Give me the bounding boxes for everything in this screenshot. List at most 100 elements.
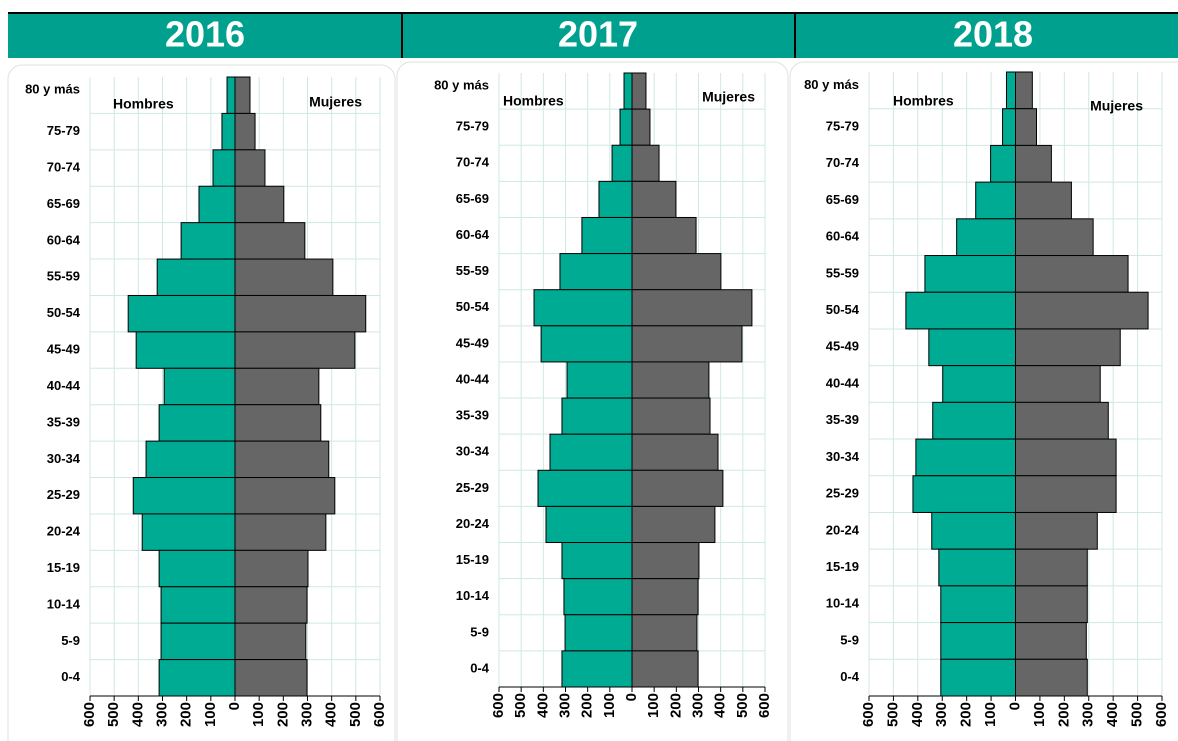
- y-tick-label: 35-39: [456, 408, 489, 423]
- y-tick-label: 35-39: [47, 414, 80, 429]
- y-tick-label: 80 y más: [434, 77, 489, 92]
- bar: [145, 440, 236, 479]
- bar: [931, 511, 1017, 550]
- bar: [234, 294, 367, 333]
- bar: [566, 361, 633, 399]
- bar: [631, 361, 710, 399]
- x-tick-label: 200: [178, 702, 195, 727]
- bar: [564, 614, 633, 652]
- x-tick-label: 500: [512, 693, 529, 718]
- y-tick-label: 80 y más: [804, 77, 859, 92]
- bar: [905, 291, 1016, 330]
- y-tick-label: 60-64: [826, 229, 860, 244]
- bar: [1015, 181, 1072, 220]
- x-tick-label: 200: [579, 693, 596, 718]
- x-tick-label: 400: [534, 693, 551, 718]
- x-tick-label: 100: [202, 702, 219, 727]
- bar: [561, 397, 633, 435]
- bar: [234, 404, 322, 442]
- bar: [234, 367, 320, 406]
- x-tick-label: 300: [556, 693, 573, 718]
- x-tick-label: 600: [860, 702, 877, 727]
- bar: [180, 222, 236, 260]
- legend-label: Mujeres: [702, 89, 755, 105]
- bar: [1015, 365, 1101, 403]
- bar: [940, 658, 1016, 697]
- bar: [956, 218, 1016, 257]
- bar: [135, 331, 236, 369]
- y-tick-label: 10-14: [826, 596, 860, 611]
- bar: [1005, 71, 1016, 110]
- panel: [789, 61, 1178, 741]
- x-tick-label: 100: [645, 693, 662, 718]
- bar: [1015, 255, 1129, 293]
- bar: [940, 622, 1016, 660]
- bar: [631, 433, 719, 471]
- y-tick-label: 50-54: [47, 305, 81, 320]
- x-tick-label: 100: [1031, 702, 1048, 727]
- bar: [932, 401, 1016, 440]
- x-tick-label: 200: [274, 702, 291, 727]
- bar: [924, 255, 1017, 293]
- bar: [631, 650, 699, 688]
- bar: [1015, 622, 1087, 660]
- y-tick-label: 50-54: [826, 302, 860, 317]
- bar: [537, 469, 633, 507]
- x-tick-label: 300: [689, 693, 706, 718]
- y-tick-label: 70-74: [826, 155, 860, 170]
- x-tick-label: 500: [347, 702, 364, 727]
- bar: [234, 112, 256, 151]
- x-tick-label: 300: [1080, 702, 1097, 727]
- y-tick-label: 35-39: [826, 412, 859, 427]
- bar: [1015, 108, 1037, 146]
- bar: [1015, 585, 1088, 624]
- bar: [221, 112, 236, 151]
- y-tick-label: 10-14: [47, 596, 81, 611]
- bar: [559, 253, 633, 291]
- y-tick-label: 0-4: [840, 669, 860, 684]
- bar: [631, 614, 698, 652]
- chart-title: 2016: [165, 14, 245, 55]
- bar: [234, 586, 308, 624]
- y-tick-label: 50-54: [456, 299, 490, 314]
- legend-label: Hombres: [113, 96, 174, 112]
- bar: [234, 549, 309, 588]
- y-tick-label: 80 y más: [25, 82, 80, 97]
- x-tick-label: 300: [933, 702, 950, 727]
- x-tick-label: 0: [623, 693, 640, 701]
- bar: [234, 513, 327, 551]
- bar: [1015, 475, 1117, 513]
- bar: [533, 289, 633, 327]
- bar: [234, 440, 330, 479]
- bar: [160, 622, 236, 661]
- y-tick-label: 15-19: [456, 552, 489, 567]
- bar: [158, 659, 236, 697]
- x-tick-label: 400: [1104, 702, 1121, 727]
- bar: [940, 585, 1016, 624]
- x-tick-label: 300: [153, 702, 170, 727]
- legend-label: Hombres: [503, 93, 564, 109]
- bar: [545, 505, 633, 544]
- y-tick-label: 45-49: [456, 335, 489, 350]
- bar: [1015, 658, 1088, 697]
- bar: [234, 149, 266, 187]
- y-tick-label: 0-4: [61, 669, 81, 684]
- bar: [1015, 328, 1121, 367]
- x-tick-label: 500: [1129, 702, 1146, 727]
- bar: [631, 397, 711, 435]
- bar: [581, 216, 633, 255]
- y-tick-label: 55-59: [826, 265, 859, 280]
- bar: [127, 294, 236, 333]
- bar: [1015, 548, 1088, 587]
- bar: [611, 144, 633, 182]
- bar: [1002, 108, 1016, 146]
- x-tick-label: 500: [105, 702, 122, 727]
- x-tick-label: 600: [756, 693, 773, 718]
- bar: [1015, 511, 1098, 550]
- bar: [163, 367, 236, 406]
- bar: [975, 181, 1016, 220]
- bar: [158, 404, 236, 442]
- bar: [156, 258, 236, 296]
- bar: [563, 578, 633, 616]
- x-tick-label: 200: [667, 693, 684, 718]
